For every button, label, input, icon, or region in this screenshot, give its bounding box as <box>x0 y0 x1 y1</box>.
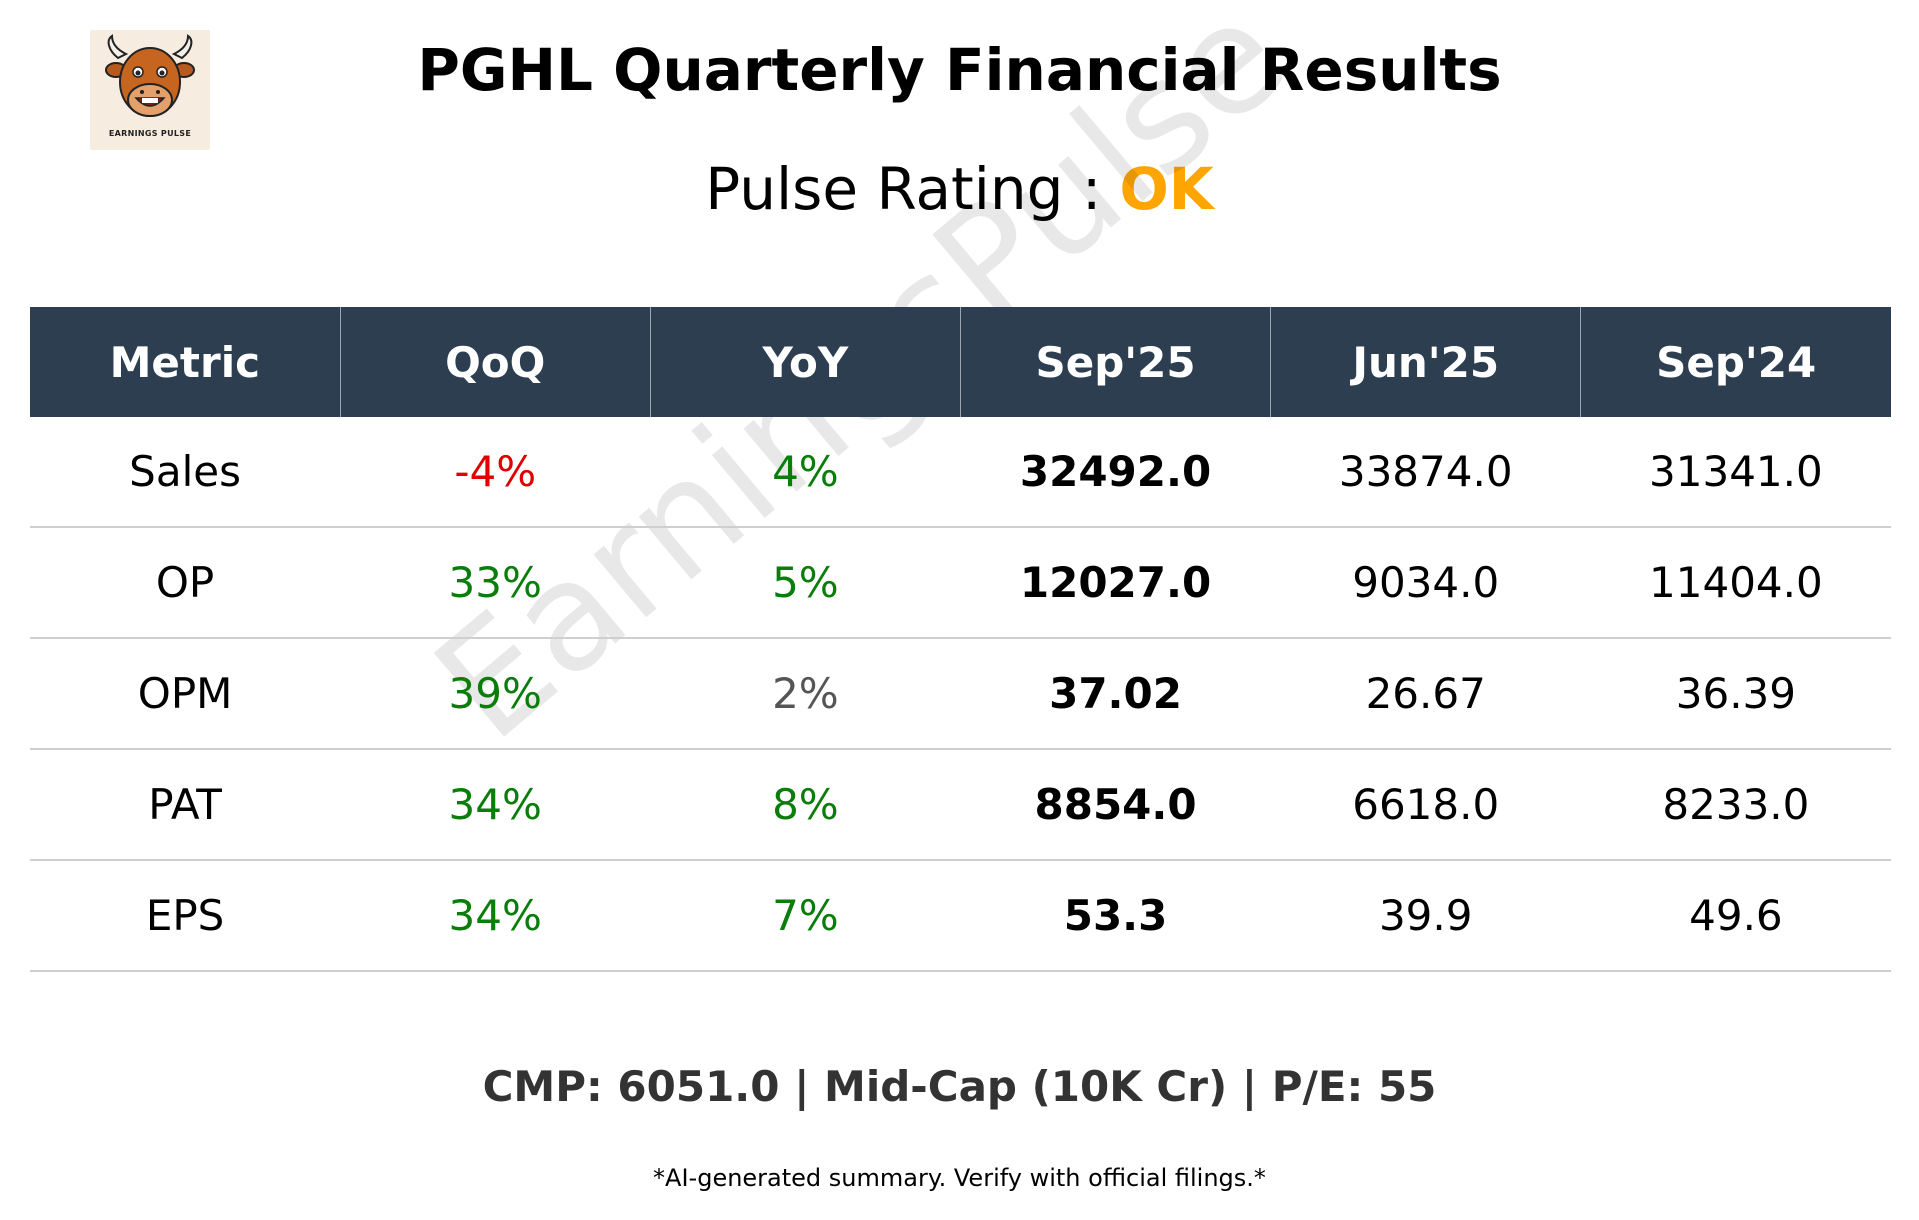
sep25-cell: 53.3 <box>960 860 1271 972</box>
yoy-cell: 7% <box>650 860 961 972</box>
metric-cell: OP <box>30 527 341 639</box>
yoy-cell: 4% <box>650 417 961 528</box>
metric-cell: Sales <box>30 417 341 528</box>
jun25-cell: 39.9 <box>1270 860 1581 972</box>
market-info: CMP: 6051.0 | Mid-Cap (10K Cr) | P/E: 55 <box>482 1062 1437 1111</box>
jun25-cell: 33874.0 <box>1270 417 1581 528</box>
sep24-cell: 8233.0 <box>1580 749 1891 861</box>
metric-cell: OPM <box>30 638 341 750</box>
earnings-pulse-logo: EARNINGS PULSE <box>90 30 210 150</box>
qoq-cell: 33% <box>340 527 651 639</box>
results-table: Metric QoQ YoY Sep'25 Jun'25 Sep'24 Sale… <box>30 307 1891 972</box>
logo-caption: EARNINGS PULSE <box>108 129 192 138</box>
jun25-cell: 9034.0 <box>1270 527 1581 639</box>
metric-cell: PAT <box>30 749 341 861</box>
bull-icon <box>105 34 195 117</box>
pulse-rating: Pulse Rating : OK <box>0 155 1919 223</box>
table-row: PAT 34% 8% 8854.0 6618.0 8233.0 <box>30 749 1891 861</box>
sep24-cell: 36.39 <box>1580 638 1891 750</box>
yoy-cell: 8% <box>650 749 961 861</box>
header-jun25: Jun'25 <box>1270 307 1581 417</box>
sep24-cell: 49.6 <box>1580 860 1891 972</box>
sep25-cell: 32492.0 <box>960 417 1271 528</box>
yoy-cell: 5% <box>650 527 961 639</box>
page-title: PGHL Quarterly Financial Results <box>417 36 1502 104</box>
rating-value: OK <box>1119 155 1214 223</box>
sep24-cell: 31341.0 <box>1580 417 1891 528</box>
header-qoq: QoQ <box>339 307 651 417</box>
table-row: OPM 39% 2% 37.02 26.67 36.39 <box>30 638 1891 750</box>
header-metric: Metric <box>30 307 341 417</box>
qoq-cell: 34% <box>340 749 651 861</box>
rating-label: Pulse Rating : <box>705 155 1102 223</box>
disclaimer: *AI-generated summary. Verify with offic… <box>653 1164 1266 1192</box>
table-row: EPS 34% 7% 53.3 39.9 49.6 <box>30 860 1891 972</box>
sep25-cell: 12027.0 <box>960 527 1271 639</box>
header-sep24: Sep'24 <box>1580 307 1891 417</box>
qoq-cell: -4% <box>340 417 651 528</box>
sep24-cell: 11404.0 <box>1580 527 1891 639</box>
header-sep25: Sep'25 <box>959 307 1271 417</box>
sep25-cell: 8854.0 <box>960 749 1271 861</box>
jun25-cell: 6618.0 <box>1270 749 1581 861</box>
jun25-cell: 26.67 <box>1270 638 1581 750</box>
table-header-row: Metric QoQ YoY Sep'25 Jun'25 Sep'24 <box>30 307 1891 417</box>
table-row: Sales -4% 4% 32492.0 33874.0 31341.0 <box>30 417 1891 528</box>
header-yoy: YoY <box>649 307 961 417</box>
qoq-cell: 39% <box>340 638 651 750</box>
metric-cell: EPS <box>30 860 341 972</box>
qoq-cell: 34% <box>340 860 651 972</box>
sep25-cell: 37.02 <box>960 638 1271 750</box>
table-row: OP 33% 5% 12027.0 9034.0 11404.0 <box>30 527 1891 639</box>
yoy-cell: 2% <box>650 638 961 750</box>
